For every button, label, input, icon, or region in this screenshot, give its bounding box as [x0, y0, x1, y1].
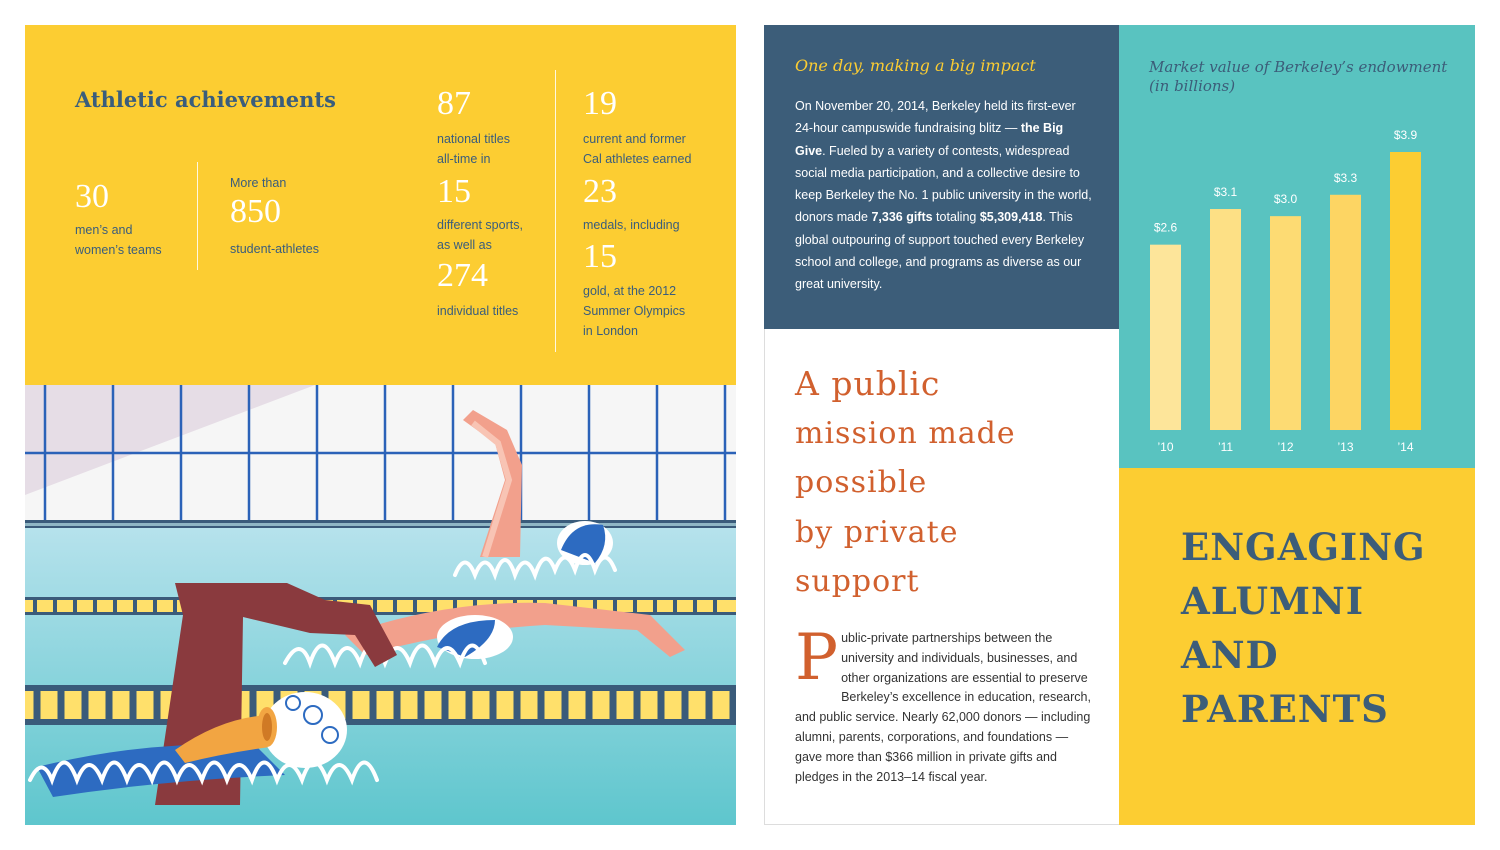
athletes-label: student-athletes: [230, 242, 319, 256]
impact-text: totaling: [932, 210, 980, 225]
chart-bar: [1390, 152, 1421, 430]
athletes-number: 850: [230, 193, 281, 230]
engaging-title-line: PARENTS: [1181, 687, 1389, 731]
mission-panel: A public mission made possible by privat…: [764, 329, 1119, 825]
national-titles-label-1: national titles: [437, 132, 510, 146]
engaging-title-line: ALUMNI: [1181, 579, 1365, 623]
chart-value-label: $3.9: [1394, 128, 1418, 142]
sports-label-2: as well as: [437, 238, 492, 252]
engaging-title-line: ENGAGING: [1181, 525, 1426, 569]
impact-title: One day, making a big impact: [795, 56, 1036, 75]
mission-heading-line: by private: [795, 514, 959, 550]
chart-value-label: $2.6: [1154, 221, 1178, 235]
swimmer-back: [453, 410, 617, 581]
gold-label-2: Summer Olympics: [583, 304, 686, 318]
chart-value-label: $3.3: [1334, 171, 1358, 185]
gold-label-1: gold, at the 2012: [583, 284, 677, 298]
chart-value-label: $3.0: [1274, 192, 1298, 206]
chart-bar: [1150, 244, 1181, 430]
gold-number: 15: [583, 238, 617, 275]
impact-bold: the Big Give: [795, 121, 1064, 158]
teams-label-2: women’s teams: [75, 243, 162, 257]
impact-text: . Fueled by a variety of contests, wides…: [795, 143, 1092, 225]
chart-tick-label: ’10: [1157, 440, 1173, 454]
wall-shadow: [25, 385, 315, 495]
mission-heading-line: A public: [795, 364, 941, 403]
engaging-title: ENGAGING ALUMNI AND PARENTS: [1181, 520, 1461, 736]
lane-rope-upper: [25, 597, 736, 615]
impact-bold: 7,336 gifts: [871, 210, 933, 225]
athletes-prefix: More than: [230, 176, 287, 190]
right-page: One day, making a big impact On November…: [764, 25, 1475, 825]
swimmers-illustration: [25, 385, 736, 825]
mission-body-text: ublic-private partnerships between the u…: [795, 631, 1091, 784]
teams-label-1: men’s and: [75, 223, 133, 237]
gutter-stripe: [25, 523, 736, 526]
sports-label-1: different sports,: [437, 218, 523, 232]
lane-rope-lower: [25, 685, 736, 725]
athletic-achievements-title: Athletic achievements: [75, 87, 336, 112]
olympians-label-2: Cal athletes earned: [583, 152, 692, 166]
endowment-chart-panel: Market value of Berkeley’s endowment (in…: [1119, 25, 1475, 468]
individual-titles-number: 274: [437, 257, 488, 294]
chart-tick-label: ’11: [1218, 440, 1233, 454]
engaging-panel: ENGAGING ALUMNI AND PARENTS: [1119, 468, 1475, 825]
flower-pattern: [285, 695, 339, 744]
sports-number: 15: [437, 173, 471, 210]
national-titles-label-2: all-time in: [437, 152, 491, 166]
impact-text: . This global outpouring of support touc…: [795, 210, 1085, 292]
mission-heading-line: support: [795, 564, 920, 599]
olympians-label-1: current and former: [583, 132, 686, 146]
chart-tick-label: ’12: [1277, 440, 1293, 454]
endowment-bar-chart: $2.6 ’10 $3.1 ’11 $3.0 ’12 $3.3 ’13 $3.9 ’14: [1150, 128, 1421, 454]
medals-number: 23: [583, 173, 617, 210]
mission-heading-line: mission made: [795, 415, 1016, 451]
mission-heading: A public mission made possible by privat…: [795, 359, 1115, 607]
olympians-number: 19: [583, 85, 617, 122]
chart-title: Market value of Berkeley’s endowment (in…: [1149, 58, 1448, 95]
divider: [555, 70, 556, 352]
athletics-stats-panel: Athletic achievements 30 men’s and women…: [25, 25, 736, 385]
swimmer-front: [28, 583, 397, 805]
medals-label: medals, including: [583, 218, 680, 232]
divider: [197, 162, 198, 270]
chart-bar: [1210, 209, 1241, 430]
mission-heading-line: possible: [795, 465, 928, 500]
chart-bar: [1270, 216, 1301, 430]
individual-titles-label: individual titles: [437, 304, 519, 318]
impact-bold: $5,309,418: [979, 210, 1043, 225]
engaging-title-line: AND: [1181, 633, 1279, 677]
gold-label-3: in London: [583, 324, 638, 338]
big-give-panel: One day, making a big impact On November…: [764, 25, 1119, 329]
tile-grid: [25, 385, 736, 520]
chart-bar: [1330, 194, 1361, 430]
teams-number: 30: [75, 178, 109, 215]
left-page: Athletic achievements 30 men’s and women…: [25, 25, 736, 825]
chart-value-label: $3.1: [1214, 185, 1238, 199]
impact-text: On November 20, 2014, Berkeley held its …: [795, 99, 1076, 136]
chart-tick-label: ’14: [1397, 440, 1413, 454]
impact-body: On November 20, 2014, Berkeley held its …: [795, 95, 1095, 296]
chart-tick-label: ’13: [1337, 440, 1353, 454]
national-titles-number: 87: [437, 85, 471, 122]
swimmer-middle: [283, 602, 685, 670]
drop-cap: P: [795, 621, 839, 695]
